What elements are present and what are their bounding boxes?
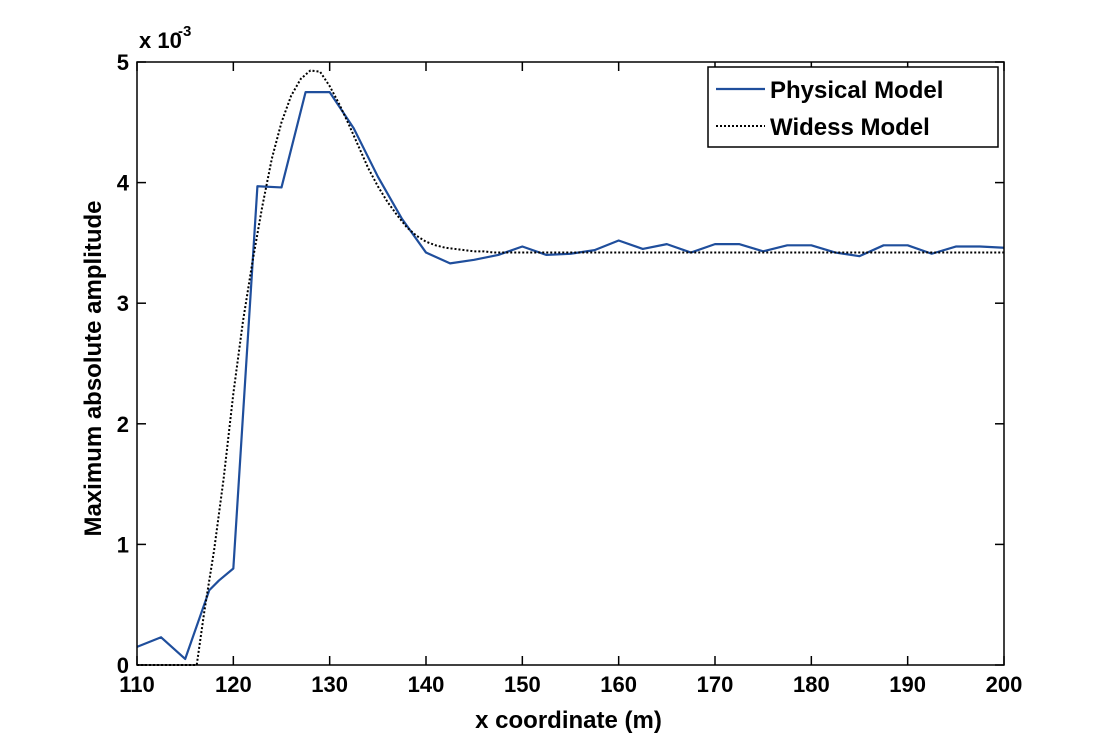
axes: 110 120 130 140 150 160 170 180 190 200 0 1 2 3 4 5 x 10… — [80, 23, 1022, 734]
series-line-widess-model — [137, 69, 1004, 666]
x-tick-label: 170 — [697, 672, 734, 697]
x-tick-label: 190 — [889, 672, 926, 697]
axes-frame — [136, 61, 1005, 666]
y-tick-label: 2 — [117, 412, 129, 437]
legend-box — [707, 66, 999, 148]
x-tick-label: 130 — [311, 672, 348, 697]
x-tick-label: 200 — [986, 672, 1023, 697]
x-tick-label: 150 — [504, 672, 541, 697]
y-tick-label: 0 — [117, 653, 129, 678]
plot-area — [136, 62, 1005, 666]
legend-label-physical-model: Physical Model — [770, 77, 943, 104]
y-tick-label: 1 — [117, 532, 129, 557]
x-tick-label: 160 — [600, 672, 637, 697]
y-tick-label: 3 — [117, 291, 129, 316]
y-tick-label: 4 — [117, 171, 130, 196]
y-multiplier-exponent: -3 — [178, 23, 191, 40]
plot-background — [137, 62, 1004, 665]
legend-label-widess-model: Widess Model — [770, 114, 930, 141]
x-tick-label: 120 — [215, 672, 252, 697]
x-tick-label: 140 — [408, 672, 445, 697]
legend: Physical Model Widess Model — [707, 66, 999, 148]
y-axis-label: Maximum absolute amplitude — [80, 200, 107, 536]
x-axis-label: x coordinate (m) — [475, 707, 662, 734]
series-line-physical-model — [136, 91, 1005, 661]
y-multiplier-label: x 10 — [139, 28, 182, 53]
x-tick-label: 180 — [793, 672, 830, 697]
y-tick-label: 5 — [117, 50, 129, 75]
x-tick-label: 110 — [119, 672, 155, 697]
